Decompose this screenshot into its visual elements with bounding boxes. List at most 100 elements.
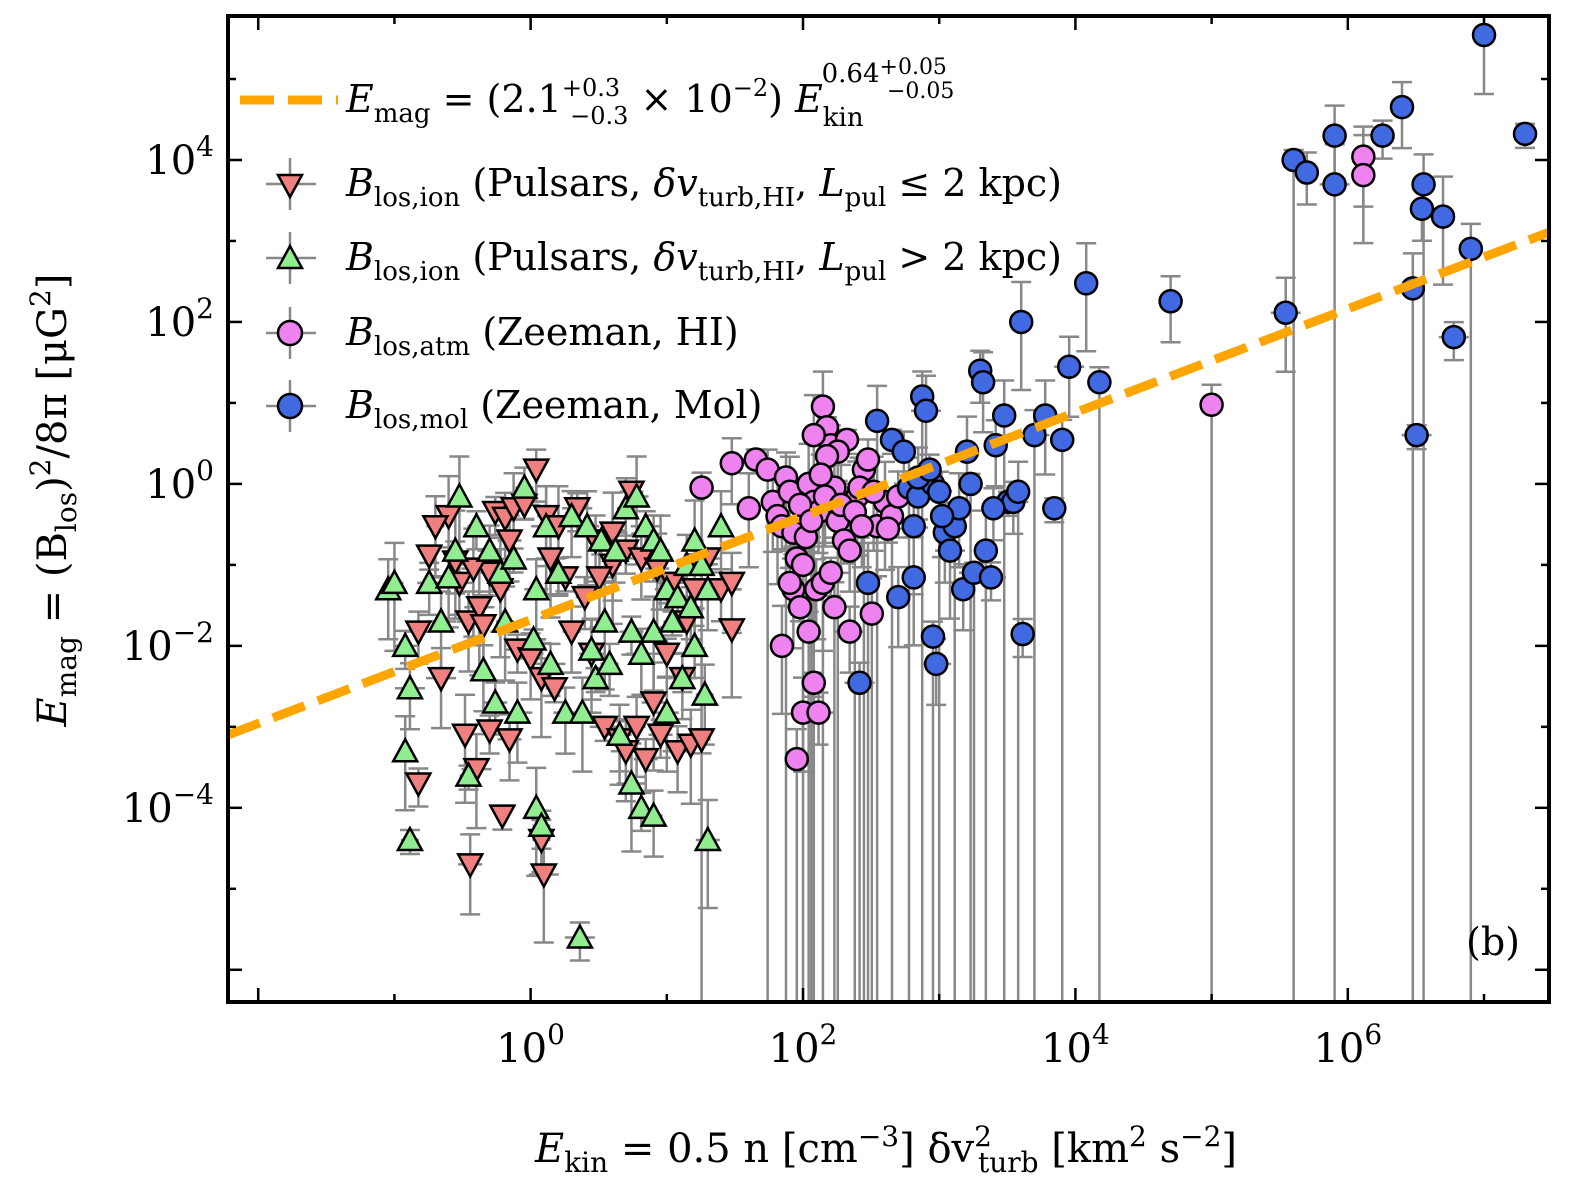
zeeman-hi-marker <box>875 516 901 541</box>
zeeman-hi-marker <box>808 462 834 487</box>
pulsar-far-marker <box>590 606 619 633</box>
pulsar-far-marker <box>676 592 705 619</box>
zeeman-hi-marker <box>1351 162 1376 188</box>
zeeman-hi-marker <box>689 475 714 500</box>
pulsar-far-marker <box>573 511 602 538</box>
legend-pink-circle-marker <box>276 319 304 347</box>
pulsar-near-marker <box>495 728 524 754</box>
y-tick-label: 10−2 <box>122 616 214 670</box>
legend-zeeman-hi-label: Blos,atm (Zeeman, HI) <box>345 310 739 362</box>
pulsar-far-marker <box>577 634 606 661</box>
zeeman-mol-marker <box>864 408 890 434</box>
y-tick-label: 104 <box>145 130 214 184</box>
pulsar-far-marker <box>426 606 456 633</box>
plot-frame <box>226 14 1551 1004</box>
zeeman-hi-marker <box>736 496 762 521</box>
zeeman-mol-marker <box>1512 121 1538 147</box>
pulsar-far-marker <box>391 736 420 763</box>
zeeman-mol-marker <box>1042 496 1067 521</box>
zeeman-mol-marker <box>929 503 955 529</box>
pulsar-near-marker <box>717 618 746 644</box>
pulsar-far-marker <box>475 536 504 562</box>
zeeman-mol-marker <box>970 370 996 395</box>
zeeman-mol-marker <box>1273 300 1298 325</box>
pulsar-far-marker <box>581 663 610 690</box>
pulsar-near-marker <box>687 728 716 754</box>
pulsar-near-marker <box>639 691 668 718</box>
pulsar-near-marker <box>495 529 524 556</box>
zeeman-mol-marker <box>1294 160 1320 185</box>
pulsar-far-marker <box>617 616 646 643</box>
fit-line <box>226 228 1551 740</box>
zeeman-mol-marker <box>1471 22 1497 48</box>
pulsar-near-marker <box>522 458 551 485</box>
pulsar-far-marker <box>568 697 597 724</box>
zeeman-hi-marker <box>822 594 847 620</box>
zeeman-mol-marker <box>1409 196 1435 221</box>
legend-pulsars-near-label: Blos,ion (Pulsars, δvturb,HI, Lpul ≤ 2 k… <box>345 161 1062 213</box>
pulsar-far-marker <box>680 631 709 658</box>
zeeman-mol-marker <box>1322 172 1347 197</box>
axis-ticks <box>228 16 1549 1002</box>
legend-zeeman-mol-label: Blos,mol (Zeeman, Mol) <box>345 383 763 435</box>
zeeman-hi-marker <box>1199 392 1224 417</box>
zeeman-hi-marker <box>801 670 827 696</box>
legend-blue-circle-marker <box>276 392 304 420</box>
zeeman-hi-marker <box>855 447 881 472</box>
zeeman-mol-marker <box>1073 271 1099 296</box>
zeeman-mol-marker <box>978 565 1004 590</box>
pulsar-near-marker <box>475 719 504 746</box>
zeeman-mol-marker <box>1322 123 1347 148</box>
zeeman-hi-marker <box>787 594 813 620</box>
pulsar-far-marker <box>693 825 722 852</box>
pulsar-far-marker <box>454 760 483 787</box>
zeeman-mol-marker <box>1087 370 1112 395</box>
pulsar-near-marker <box>652 642 681 669</box>
pulsar-near-marker <box>631 747 660 774</box>
pulsar-near-marker <box>717 571 746 598</box>
pulsar-far-marker <box>536 649 565 676</box>
pulsar-near-marker <box>426 666 456 693</box>
pulsar-near-marker <box>459 557 488 584</box>
pulsar-near-marker <box>450 723 480 750</box>
pulsar-far-marker <box>380 568 409 595</box>
pulsar-near-marker <box>465 595 494 622</box>
pulsar-far-marker <box>415 568 444 595</box>
zeeman-hi-marker <box>818 560 844 585</box>
legend-item-pulsars-far: Blos,ion (Pulsars, δvturb,HI, Lpul > 2 k… <box>266 232 1062 287</box>
pulsar-far-marker <box>532 511 561 538</box>
pulsar-far-marker <box>395 673 425 700</box>
pulsar-far-marker <box>522 793 551 820</box>
zeeman-hi-marker <box>837 538 862 563</box>
pulsar-near-marker <box>421 514 450 541</box>
pulsar-far-marker <box>687 550 716 577</box>
legend-triangle-down-marker <box>275 173 305 200</box>
pulsar-near-marker <box>404 620 433 647</box>
pulsar-far-marker <box>544 558 573 584</box>
legend-fit-label: Emag = (2.1+0.3 −0.3 × 10−2) Ekin0.64+0.0… <box>345 55 954 133</box>
zeeman-mol-marker <box>1005 479 1031 505</box>
pulsar-far-marker <box>499 543 528 570</box>
pulsar-far-marker <box>551 697 580 724</box>
zeeman-hi-marker <box>849 513 875 539</box>
tick-labels: 100 102 104 106 10−4 10−2 100 102 104 <box>122 130 1382 1072</box>
pulsar-far-marker <box>462 511 491 538</box>
zeeman-mol-marker <box>891 439 917 464</box>
zeeman-hi-marker <box>810 394 836 419</box>
pulsar-far-marker <box>605 720 634 746</box>
pulsar-near-marker <box>598 521 627 548</box>
x-tick-label: 106 <box>1313 1018 1382 1072</box>
y-tick-label: 100 <box>145 454 214 508</box>
zeeman-hi-marker <box>796 619 821 644</box>
zeeman-mol-marker <box>1441 324 1467 350</box>
zeeman-mol-marker <box>901 565 926 590</box>
pulsar-far-marker <box>639 801 668 827</box>
zeeman-mol-marker <box>847 670 872 696</box>
zeeman-mol-marker <box>991 403 1017 428</box>
pulsar-near-marker <box>488 804 517 831</box>
zeeman-mol-marker <box>901 513 926 539</box>
pulsar-far-marker <box>527 811 556 838</box>
zeeman-mol-marker <box>1458 236 1484 262</box>
legend: Emag = (2.1+0.3 −0.3 × 10−2) Ekin0.64+0.0… <box>240 55 1062 435</box>
pulsar-far-marker <box>658 606 687 633</box>
